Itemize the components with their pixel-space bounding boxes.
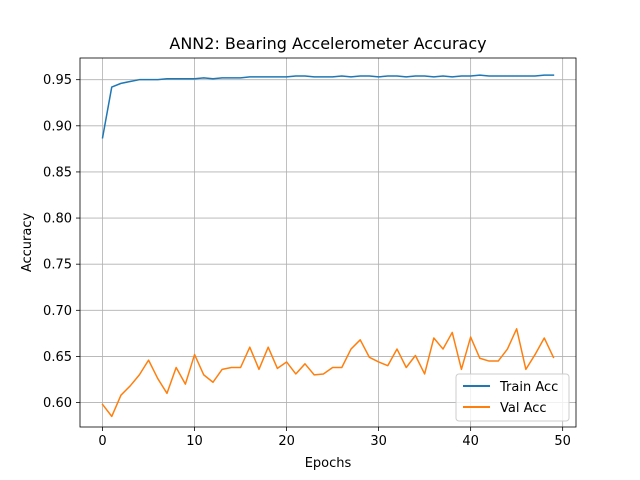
y-tick-label: 0.60 <box>43 396 72 411</box>
y-tick-label: 0.90 <box>43 119 72 134</box>
y-tick-label: 0.70 <box>43 304 72 319</box>
x-tick-label: 20 <box>278 434 295 449</box>
grid-layer <box>80 58 576 427</box>
chart-title: ANN2: Bearing Accelerometer Accuracy <box>169 34 486 53</box>
x-axis-label: Epochs <box>305 456 352 471</box>
series-line-val-acc <box>101 328 555 418</box>
y-tick-label: 0.75 <box>43 258 72 273</box>
legend-label-train-acc: Train Acc <box>499 380 558 395</box>
x-tick-label: 50 <box>554 434 571 449</box>
legend-label-val-acc: Val Acc <box>500 401 547 416</box>
y-tick-label: 0.85 <box>43 165 72 180</box>
y-tick-label: 0.80 <box>43 212 72 227</box>
ticks-layer: 0 10 20 30 40 50 0.60 0.65 0.70 0.75 0.80 0.85 0.90 0… <box>43 73 571 449</box>
x-tick-label: 10 <box>186 434 203 449</box>
series-line-train-acc <box>101 74 555 139</box>
series-layer <box>101 74 555 418</box>
x-tick-label: 30 <box>370 434 387 449</box>
x-tick-label: 40 <box>462 434 479 449</box>
legend: Train Acc Val Acc <box>455 373 570 422</box>
y-axis-label: Accuracy <box>20 213 35 273</box>
plot-frame <box>79 57 577 428</box>
y-tick-label: 0.95 <box>43 73 72 88</box>
x-tick-label: 0 <box>98 434 106 449</box>
y-tick-label: 0.65 <box>43 350 72 365</box>
